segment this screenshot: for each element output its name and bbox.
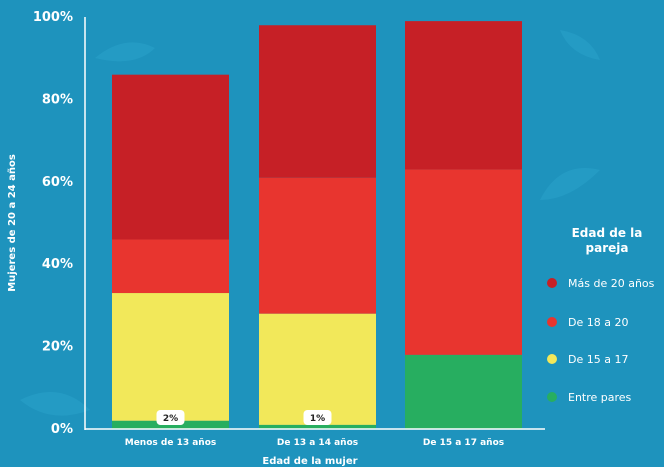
legend-swatch <box>547 317 557 327</box>
legend-item: De 15 a 17 <box>547 353 628 366</box>
y-tick-label: 100% <box>33 10 73 25</box>
y-tick-label: 40% <box>42 257 73 272</box>
legend-label: De 18 a 20 <box>568 316 628 329</box>
bar-segment <box>405 354 522 429</box>
bar-segment <box>259 25 376 178</box>
background-decoration <box>20 30 600 416</box>
data-label-text: 2% <box>163 414 178 424</box>
legend-item: Entre pares <box>547 391 632 404</box>
bar-segment <box>405 169 522 355</box>
bar-segment <box>259 177 376 314</box>
data-labels: 2% 1% <box>156 410 332 425</box>
x-axis-title: Edad de la mujer <box>262 456 357 467</box>
data-label-text: 1% <box>310 414 325 424</box>
legend-title-line-1: Edad de la <box>572 226 643 240</box>
legend-label: De 15 a 17 <box>568 353 628 366</box>
legend-title-line-2: pareja <box>586 241 629 255</box>
legend-label: Más de 20 años <box>568 277 655 290</box>
bar-segment <box>259 424 376 429</box>
y-tick-label: 0% <box>51 422 73 437</box>
x-tick-label: Menos de 13 años <box>125 438 217 448</box>
data-label-background <box>303 410 332 425</box>
legend-items: Más de 20 años De 18 a 20 De 15 a 17 Entre … <box>547 277 655 404</box>
bar-segment <box>112 293 229 421</box>
legend-item: De 18 a 20 <box>547 316 628 329</box>
bar-segment <box>112 239 229 294</box>
legend-label: Entre pares <box>568 391 632 404</box>
bar-segment <box>405 21 522 170</box>
legend-swatch <box>547 354 557 364</box>
legend-item: Más de 20 años <box>547 277 655 290</box>
y-axis-ticks: 0% 20% 40% 60% 80% 100% <box>33 10 73 437</box>
bar-segment <box>112 74 229 240</box>
y-tick-label: 20% <box>42 340 73 355</box>
legend: Edad de la pareja Más de 20 años De 18 a … <box>547 226 655 404</box>
data-label-background <box>156 410 185 425</box>
y-axis-title: Mujeres de 20 a 24 años <box>7 154 18 292</box>
legend-swatch <box>547 278 557 288</box>
bar-segment <box>259 313 376 425</box>
x-axis-categories: Menos de 13 años De 13 a 14 años De 15 a 1… <box>125 438 504 448</box>
bars-layer <box>112 21 522 429</box>
x-tick-label: De 15 a 17 años <box>423 438 504 448</box>
y-tick-label: 60% <box>42 175 73 190</box>
legend-swatch <box>547 392 557 402</box>
y-tick-label: 80% <box>42 92 73 107</box>
data-label: 1% <box>303 410 332 425</box>
data-label: 2% <box>156 410 185 425</box>
x-tick-label: De 13 a 14 años <box>277 438 358 448</box>
